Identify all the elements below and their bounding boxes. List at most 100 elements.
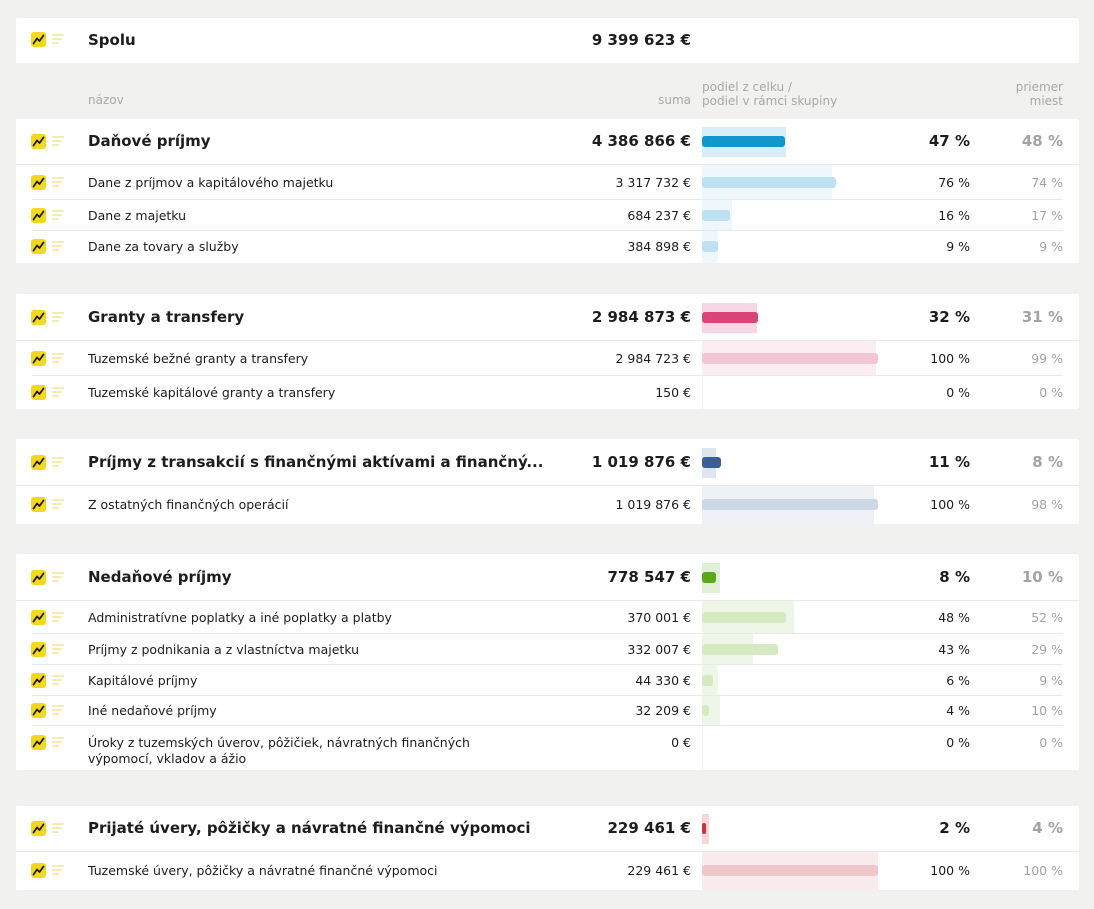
group-header-row[interactable]: Daňové príjmy 4 386 866 € 47 % 48 % xyxy=(16,119,1079,165)
item-row[interactable]: Iné nedaňové príjmy 32 209 € 4 % 10 % xyxy=(16,696,1079,726)
item-amount: 384 898 € xyxy=(627,239,691,254)
notes-icon[interactable] xyxy=(52,823,64,835)
item-avg-percent: 9 % xyxy=(1039,673,1063,688)
notes-icon[interactable] xyxy=(52,737,64,749)
item-share-bar xyxy=(702,177,836,188)
group-share-bar xyxy=(702,457,722,468)
item-row[interactable]: Z ostatných finančných operácií 1 019 876… xyxy=(16,486,1079,524)
item-row[interactable]: Tuzemské úvery, pôžičky a návratné finan… xyxy=(16,852,1079,890)
item-row[interactable]: Administratívne poplatky a iné poplatky … xyxy=(16,601,1079,634)
notes-icon[interactable] xyxy=(52,612,64,624)
row-icons xyxy=(31,570,67,586)
trend-chart-icon[interactable] xyxy=(31,175,46,190)
divider xyxy=(16,340,1079,341)
row-icons xyxy=(31,735,67,751)
group-share-percent: 47 % xyxy=(928,132,970,150)
trend-chart-icon[interactable] xyxy=(31,703,46,718)
notes-icon[interactable] xyxy=(52,457,64,469)
group-header-row[interactable]: Prijaté úvery, pôžičky a návratné finanč… xyxy=(16,806,1079,852)
divider xyxy=(16,851,1079,852)
notes-icon[interactable] xyxy=(52,675,64,687)
item-amount: 332 007 € xyxy=(627,642,691,657)
notes-icon[interactable] xyxy=(52,34,64,46)
group-avg-percent: 10 % xyxy=(1021,568,1063,586)
trend-chart-icon[interactable] xyxy=(31,497,46,512)
divider xyxy=(32,633,1063,634)
row-icons xyxy=(31,610,67,626)
trend-chart-icon[interactable] xyxy=(31,208,46,223)
trend-chart-icon[interactable] xyxy=(31,673,46,688)
item-avg-percent: 98 % xyxy=(1031,497,1063,512)
item-share-percent: 9 % xyxy=(946,239,970,254)
row-icons xyxy=(31,208,67,224)
trend-chart-icon[interactable] xyxy=(31,735,46,750)
trend-chart-icon[interactable] xyxy=(31,134,46,149)
group-header-row[interactable]: Nedaňové príjmy 778 547 € 8 % 10 % xyxy=(16,554,1079,601)
notes-icon[interactable] xyxy=(52,312,64,324)
notes-icon[interactable] xyxy=(52,705,64,717)
notes-icon[interactable] xyxy=(52,387,64,399)
item-row[interactable]: Dane z majetku 684 237 € 16 % 17 % xyxy=(16,200,1079,231)
notes-icon[interactable] xyxy=(52,136,64,148)
group-card: Prijaté úvery, pôžičky a návratné finanč… xyxy=(16,806,1079,890)
item-share-bar xyxy=(702,210,731,221)
item-amount: 1 019 876 € xyxy=(615,497,691,512)
group-header-row[interactable]: Príjmy z transakcií s finančnými aktívam… xyxy=(16,439,1079,486)
notes-icon[interactable] xyxy=(52,865,64,877)
row-icons xyxy=(31,385,67,401)
trend-chart-icon[interactable] xyxy=(31,642,46,657)
item-row[interactable]: Tuzemské kapitálové granty a transfery 15… xyxy=(16,376,1079,409)
item-name: Kapitálové príjmy xyxy=(88,673,198,688)
divider xyxy=(16,485,1079,486)
notes-icon[interactable] xyxy=(52,353,64,365)
row-icons xyxy=(31,239,67,255)
notes-icon[interactable] xyxy=(52,572,64,584)
item-avg-bar xyxy=(702,634,778,665)
notes-icon[interactable] xyxy=(52,499,64,511)
item-avg-percent: 0 % xyxy=(1039,385,1063,400)
item-name: Z ostatných finančných operácií xyxy=(88,497,289,512)
trend-chart-icon[interactable] xyxy=(31,821,46,836)
trend-chart-icon[interactable] xyxy=(31,455,46,470)
col-share-header-line1: podiel z celku / xyxy=(702,80,792,94)
group-header-row[interactable]: Granty a transfery 2 984 873 € 32 % 31 % xyxy=(16,294,1079,341)
divider xyxy=(32,375,1063,376)
item-row[interactable]: Tuzemské bežné granty a transfery 2 984 7… xyxy=(16,341,1079,376)
row-icons xyxy=(31,351,67,367)
item-row[interactable]: Kapitálové príjmy 44 330 € 6 % 9 % xyxy=(16,665,1079,696)
trend-chart-icon[interactable] xyxy=(31,385,46,400)
trend-chart-icon[interactable] xyxy=(31,570,46,585)
trend-chart-icon[interactable] xyxy=(31,351,46,366)
notes-icon[interactable] xyxy=(52,210,64,222)
item-row[interactable]: Príjmy z podnikania a z vlastníctva maje… xyxy=(16,634,1079,665)
item-row[interactable]: Dane za tovary a služby 384 898 € 9 % 9 % xyxy=(16,231,1079,263)
item-avg-bar xyxy=(702,231,718,263)
item-amount: 150 € xyxy=(655,385,691,400)
item-amount: 0 € xyxy=(671,735,691,750)
trend-chart-icon[interactable] xyxy=(31,863,46,878)
item-avg-bar xyxy=(702,165,836,200)
item-row[interactable]: Dane z príjmov a kapitálového majetku 3 3… xyxy=(16,165,1079,200)
total-label: Spolu xyxy=(88,31,136,49)
item-avg-percent: 0 % xyxy=(1039,735,1063,750)
group-amount: 1 019 876 € xyxy=(591,453,691,471)
notes-icon[interactable] xyxy=(52,644,64,656)
col-avg-header-line1: priemer xyxy=(1015,80,1063,94)
item-share-percent: 48 % xyxy=(938,610,970,625)
item-avg-percent: 100 % xyxy=(1023,863,1063,878)
group-share-bar xyxy=(702,136,785,147)
col-name-header: názov xyxy=(88,93,124,107)
total-row[interactable]: Spolu 9 399 623 € xyxy=(16,18,1079,63)
trend-chart-icon[interactable] xyxy=(31,610,46,625)
trend-chart-icon[interactable] xyxy=(31,310,46,325)
item-row[interactable]: Úroky z tuzemských úverov, pôžičiek, náv… xyxy=(16,726,1079,770)
item-share-bar xyxy=(702,705,710,716)
trend-chart-icon[interactable] xyxy=(31,239,46,254)
item-amount: 2 984 723 € xyxy=(615,351,691,366)
item-avg-bar xyxy=(702,665,718,696)
group-share-bar xyxy=(702,312,759,323)
notes-icon[interactable] xyxy=(52,241,64,253)
notes-icon[interactable] xyxy=(52,177,64,189)
trend-chart-icon[interactable] xyxy=(31,32,46,47)
item-name-line1: Úroky z tuzemských úverov, pôžičiek, náv… xyxy=(88,735,470,750)
